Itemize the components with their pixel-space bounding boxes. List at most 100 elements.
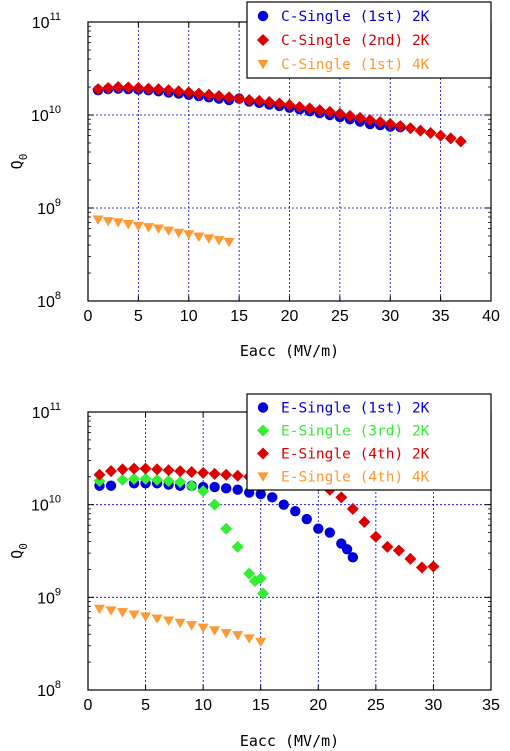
data-point (444, 132, 457, 145)
data-point (172, 85, 185, 98)
data-point (163, 226, 175, 236)
data-point (212, 90, 225, 103)
data-point (434, 129, 447, 142)
legend-marker (257, 10, 269, 22)
data-point (93, 475, 106, 488)
data-point (254, 572, 267, 585)
data-point (454, 135, 467, 148)
data-point (105, 465, 118, 478)
legend-marker (257, 59, 269, 70)
data-point (220, 483, 232, 494)
data-point (186, 621, 198, 631)
data-point (343, 109, 356, 122)
data-point (173, 228, 185, 239)
data-point (92, 83, 105, 96)
data-point (93, 468, 106, 481)
data-point (202, 88, 215, 101)
data-point (374, 116, 387, 129)
y-tick-label: 109 (37, 586, 61, 607)
data-point (193, 232, 205, 243)
data-point (255, 488, 266, 500)
legend-label: C-Single (2nd) 2K (281, 33, 430, 49)
data-point (197, 623, 209, 633)
data-point (232, 631, 244, 641)
x-tick-label: 30 (425, 697, 443, 714)
y-tick-label: 108 (37, 290, 61, 311)
data-point (231, 469, 244, 482)
data-point (140, 612, 152, 622)
data-point (323, 105, 336, 118)
data-point (94, 604, 106, 615)
data-point (303, 102, 316, 115)
data-point (324, 527, 335, 538)
data-point (293, 100, 306, 113)
data-point (333, 107, 346, 120)
data-point (347, 552, 359, 563)
data-point (203, 234, 215, 244)
data-point (248, 575, 261, 588)
legend-marker (257, 34, 269, 46)
data-point (122, 81, 135, 94)
data-point (183, 230, 195, 240)
data-point (192, 87, 205, 100)
legend-label: E-Single (4th) 2K (281, 447, 430, 463)
data-point (384, 118, 397, 131)
data-point (185, 479, 198, 492)
x-tick-label: 15 (252, 697, 270, 714)
data-point (231, 540, 244, 553)
legend: E-Single (1st) 2K E-Single (3rd) 2K E-Sing… (246, 393, 492, 491)
legend-label: C-Single (1st) 2K (281, 9, 430, 25)
data-point (128, 610, 140, 620)
legend-label: C-Single (1st) 4K (281, 57, 430, 73)
data-point (346, 502, 359, 515)
x-tick-label: 0 (84, 697, 93, 714)
data-point (151, 463, 164, 476)
data-point (128, 472, 141, 485)
x-tick-label: 0 (84, 308, 93, 325)
data-point (290, 506, 301, 517)
data-point (223, 237, 235, 248)
data-point (112, 218, 124, 228)
data-point (102, 217, 114, 227)
x-tick-label: 5 (141, 697, 150, 714)
data-point (341, 544, 353, 555)
data-point (301, 513, 312, 525)
x-axis-label: Eacc (MV/m) (240, 342, 339, 360)
x-tick-label: 30 (381, 308, 399, 325)
data-point (117, 608, 129, 618)
data-point (128, 462, 141, 475)
data-point (257, 587, 270, 600)
data-point (142, 223, 154, 233)
x-tick-label: 35 (432, 308, 450, 325)
y-axis-label: Q0 (8, 543, 30, 559)
x-tick-label: 10 (194, 697, 212, 714)
data-point (335, 491, 348, 504)
x-tick-label: 35 (482, 697, 500, 714)
legend-marker (257, 424, 269, 437)
data-point (404, 552, 417, 565)
series-2 (93, 472, 270, 600)
y-tick-label: 1010 (31, 494, 61, 515)
data-point (185, 466, 198, 479)
y-tick-label: 108 (37, 679, 61, 700)
data-point (233, 92, 246, 105)
y-tick-label: 1011 (32, 11, 61, 32)
y-tick-label: 109 (37, 197, 61, 218)
data-point (105, 480, 117, 491)
legend-marker (257, 472, 269, 482)
data-point (152, 83, 165, 96)
data-point (424, 127, 437, 140)
data-point (208, 498, 221, 511)
data-point (132, 221, 144, 232)
data-point (243, 93, 256, 106)
x-tick-label: 25 (367, 697, 385, 714)
x-tick-label: 25 (331, 308, 349, 325)
data-point (142, 82, 155, 95)
x-tick-label: 10 (180, 308, 198, 325)
data-point (174, 476, 187, 489)
data-point (151, 614, 163, 624)
data-point (209, 626, 221, 636)
data-point (116, 463, 129, 476)
data-point (220, 468, 233, 481)
